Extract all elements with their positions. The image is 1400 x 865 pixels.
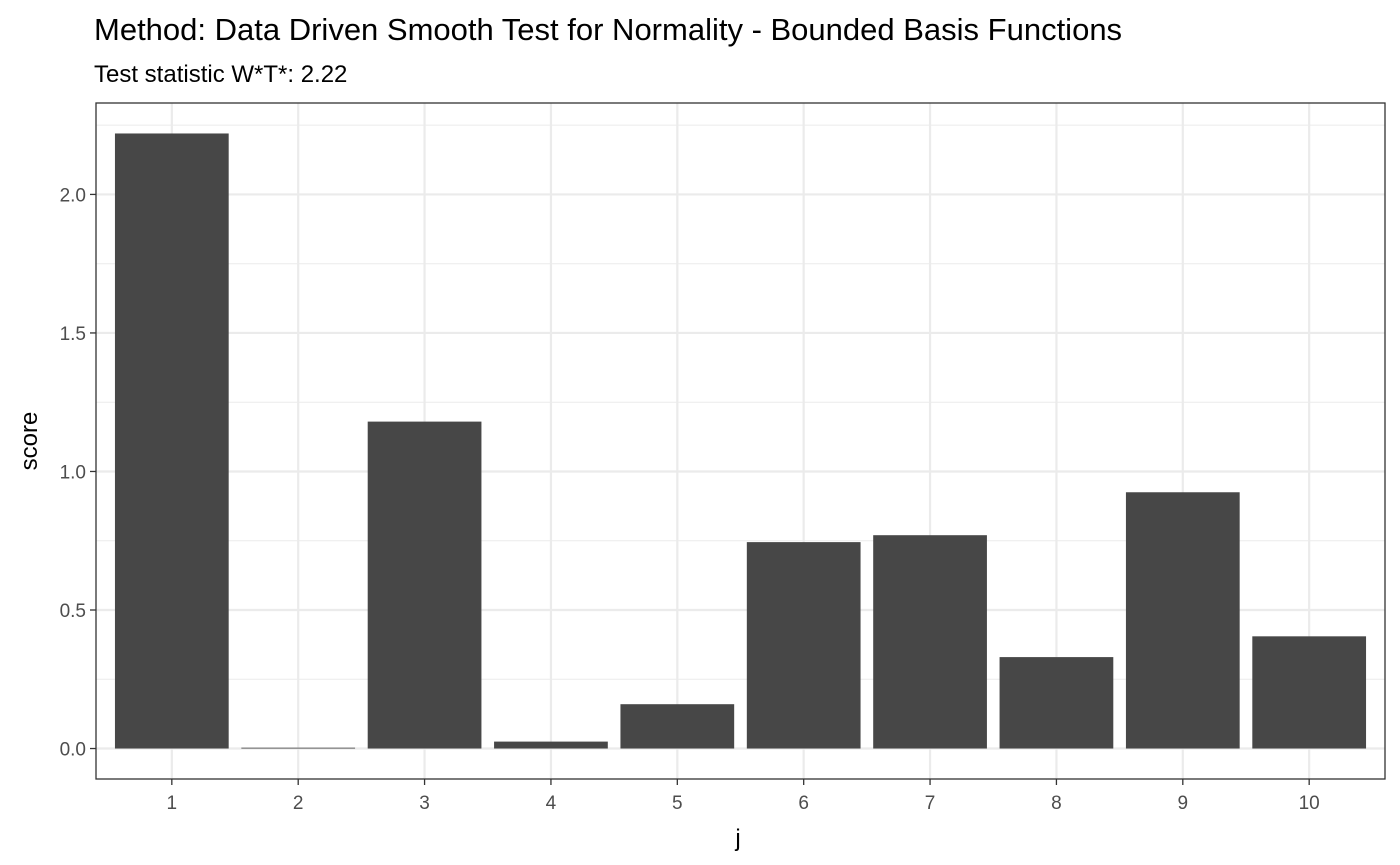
chart-subtitle: Test statistic W*T*: 2.22: [94, 61, 347, 88]
bar-j-9: [1125, 492, 1240, 749]
x-tick-label: 9: [1178, 793, 1189, 814]
x-tick-label: 7: [925, 793, 936, 814]
y-axis: 0.0 0.5 1.0 1.5 2.0: [60, 185, 96, 761]
x-tick-label: 5: [672, 793, 683, 814]
x-tick-label: 8: [1051, 793, 1062, 814]
bar-j-8: [999, 657, 1114, 749]
y-tick-label: 2.0: [60, 185, 86, 206]
y-tick-label: 1.0: [60, 462, 86, 483]
y-tick-label: 0.0: [60, 740, 86, 761]
bar-j-5: [620, 704, 735, 749]
x-axis: 1 2 3 4 5 6 7 8 9 10: [167, 779, 1320, 814]
bar-j-7: [873, 535, 987, 749]
x-tick-label: 4: [546, 793, 557, 814]
bar-j-2: [241, 747, 356, 749]
bar-j-1: [114, 133, 229, 749]
y-tick-label: 1.5: [60, 324, 86, 345]
x-tick-label: 1: [167, 793, 178, 814]
y-axis-label: score: [16, 412, 43, 471]
bar-j-3: [367, 421, 482, 749]
chart-title: Method: Data Driven Smooth Test for Norm…: [94, 12, 1122, 47]
bar-j-6: [746, 542, 861, 749]
x-tick-label: 2: [293, 793, 304, 814]
bar-j-4: [494, 741, 608, 749]
y-tick-label: 0.5: [60, 601, 86, 622]
bars: [114, 133, 1367, 749]
x-axis-label: j: [734, 825, 740, 852]
plot-panel-border: [95, 102, 1386, 780]
x-tick-label: 10: [1299, 793, 1320, 814]
bar-j-10: [1252, 636, 1367, 749]
x-tick-label: 3: [419, 793, 430, 814]
x-tick-label: 6: [798, 793, 809, 814]
